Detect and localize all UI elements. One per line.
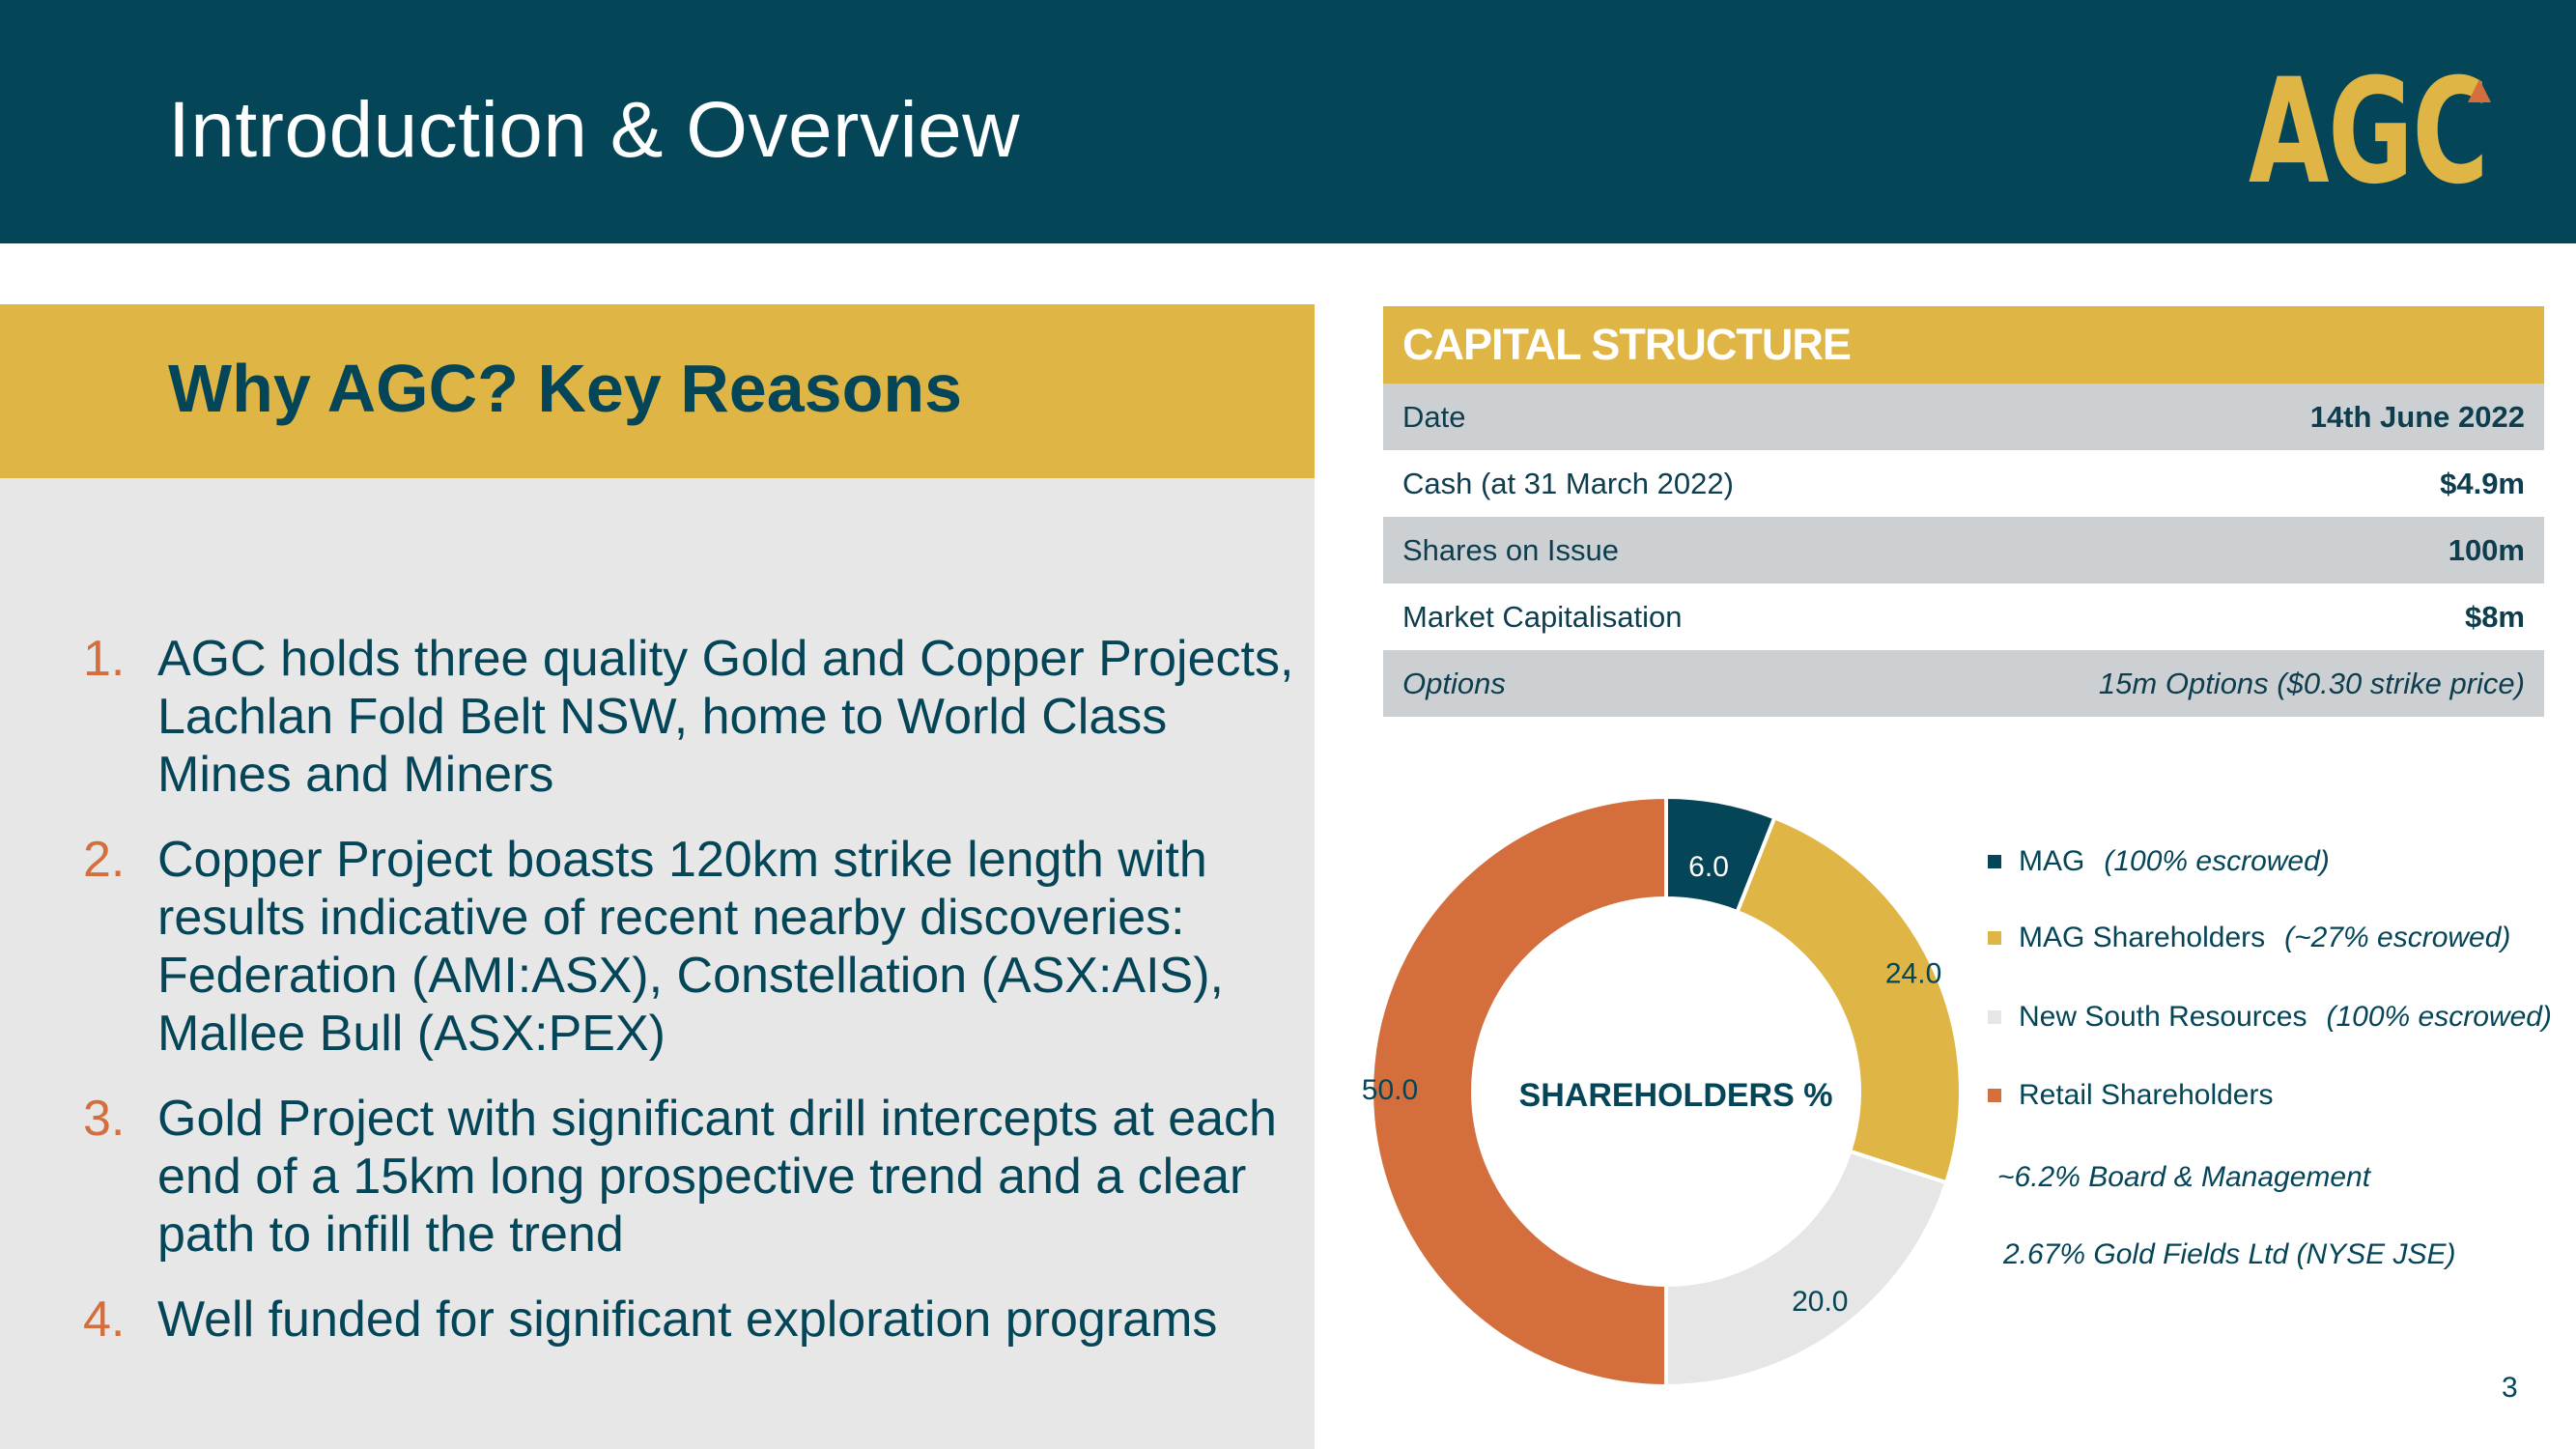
- legend-label: MAG: [2019, 845, 2085, 877]
- board-management-note: ~6.2% Board & Management: [1997, 1161, 2371, 1193]
- reason-item: 4. Well funded for significant explorati…: [83, 1291, 1300, 1349]
- row-label: Shares on Issue: [1402, 532, 1620, 567]
- legend-swatch: [1988, 931, 2001, 945]
- reason-item: 3. Gold Project with significant drill i…: [83, 1090, 1300, 1264]
- table-row-shares: Shares on Issue 100m: [1383, 517, 2544, 583]
- legend-swatch: [1988, 855, 2001, 868]
- data-label: 24.0: [1885, 957, 1941, 989]
- row-label: Cash (at 31 March 2022): [1402, 466, 1734, 500]
- reasons-panel: [0, 304, 1315, 1449]
- agc-logo: AGC: [2249, 60, 2576, 205]
- reason-number: 3.: [83, 1091, 126, 1147]
- legend-label: MAG Shareholders: [2019, 922, 2266, 953]
- row-value: $8m: [2464, 599, 2525, 634]
- row-value: 100m: [2448, 532, 2525, 567]
- page-title: Introduction & Overview: [168, 86, 1020, 174]
- gold-fields-note: 2.67% Gold Fields Ltd (NYSE JSE): [2003, 1238, 2456, 1270]
- reason-item: 1. AGC holds three quality Gold and Copp…: [83, 630, 1300, 804]
- donut-slice-new-south-resources: [1664, 1149, 1949, 1389]
- reason-text: AGC holds three quality Gold and Copper …: [157, 631, 1294, 803]
- reason-number: 1.: [83, 631, 126, 687]
- data-label: 50.0: [1362, 1074, 1418, 1106]
- table-row-options: Options 15m Options ($0.30 strike price): [1383, 650, 2544, 717]
- row-value: 15m Options ($0.30 strike price): [2098, 666, 2525, 700]
- legend-note: (100% escrowed): [2326, 1001, 2552, 1033]
- legend-item-retail-shareholders: Retail Shareholders: [1988, 1076, 2273, 1115]
- reason-text: Copper Project boasts 120km strike lengt…: [157, 832, 1224, 1062]
- legend-item-mag-shareholders: MAG Shareholders (~27% escrowed): [1988, 919, 2510, 957]
- header-bar: [0, 0, 2576, 243]
- legend-label: New South Resources: [2019, 1001, 2307, 1033]
- capital-structure-heading: CAPITAL STRUCTURE: [1402, 320, 1852, 369]
- reasons-list: 1. AGC holds three quality Gold and Copp…: [83, 630, 1300, 1376]
- donut-chart-svg: 6.0 24.0 20.0 50.0 SHAREHOLDERS %: [1362, 794, 1963, 1389]
- legend-item-mag: MAG (100% escrowed): [1988, 842, 2330, 881]
- reason-text: Well funded for significant exploration …: [157, 1292, 1218, 1348]
- reason-item: 2. Copper Project boasts 120km strike le…: [83, 831, 1300, 1063]
- row-label: Options: [1402, 666, 1506, 700]
- legend-swatch: [1988, 1010, 2001, 1024]
- row-label: Date: [1402, 399, 1466, 434]
- reasons-heading: Why AGC? Key Reasons: [168, 351, 963, 426]
- legend-note: (100% escrowed): [2104, 845, 2330, 877]
- data-label: 6.0: [1688, 851, 1729, 883]
- legend-swatch: [1988, 1089, 2001, 1102]
- row-label: Market Capitalisation: [1402, 599, 1683, 634]
- donut-slice-retail-shareholders: [1370, 794, 1668, 1389]
- table-row-cash: Cash (at 31 March 2022) $4.9m: [1383, 450, 2544, 517]
- legend-note: (~27% escrowed): [2284, 922, 2511, 953]
- shareholders-donut-chart: 6.0 24.0 20.0 50.0 SHAREHOLDERS %: [1352, 773, 2028, 1410]
- chart-title: SHAREHOLDERS %: [1519, 1077, 1833, 1114]
- table-row-market-cap: Market Capitalisation $8m: [1383, 583, 2544, 650]
- logo-text: AGC: [2249, 48, 2489, 216]
- capital-structure-table: CAPITAL STRUCTURE Date 14th June 2022 Ca…: [1383, 306, 2544, 717]
- row-value: $4.9m: [2440, 466, 2525, 500]
- reasons-heading-bar: [0, 304, 1315, 478]
- donut-slice-mag-shareholders: [1735, 814, 1963, 1185]
- table-row-date: Date 14th June 2022: [1383, 384, 2544, 450]
- reason-number: 2.: [83, 832, 126, 888]
- data-label: 20.0: [1792, 1286, 1848, 1318]
- legend-label: Retail Shareholders: [2019, 1079, 2274, 1111]
- row-value: 14th June 2022: [2309, 399, 2525, 434]
- reason-text: Gold Project with significant drill inte…: [157, 1091, 1277, 1263]
- reason-number: 4.: [83, 1292, 126, 1348]
- legend-item-new-south-resources: New South Resources (100% escrowed): [1988, 998, 2552, 1037]
- logo-triangle-icon: [2468, 79, 2491, 102]
- capital-structure-header: CAPITAL STRUCTURE: [1383, 306, 2544, 384]
- page-number: 3: [2502, 1372, 2518, 1404]
